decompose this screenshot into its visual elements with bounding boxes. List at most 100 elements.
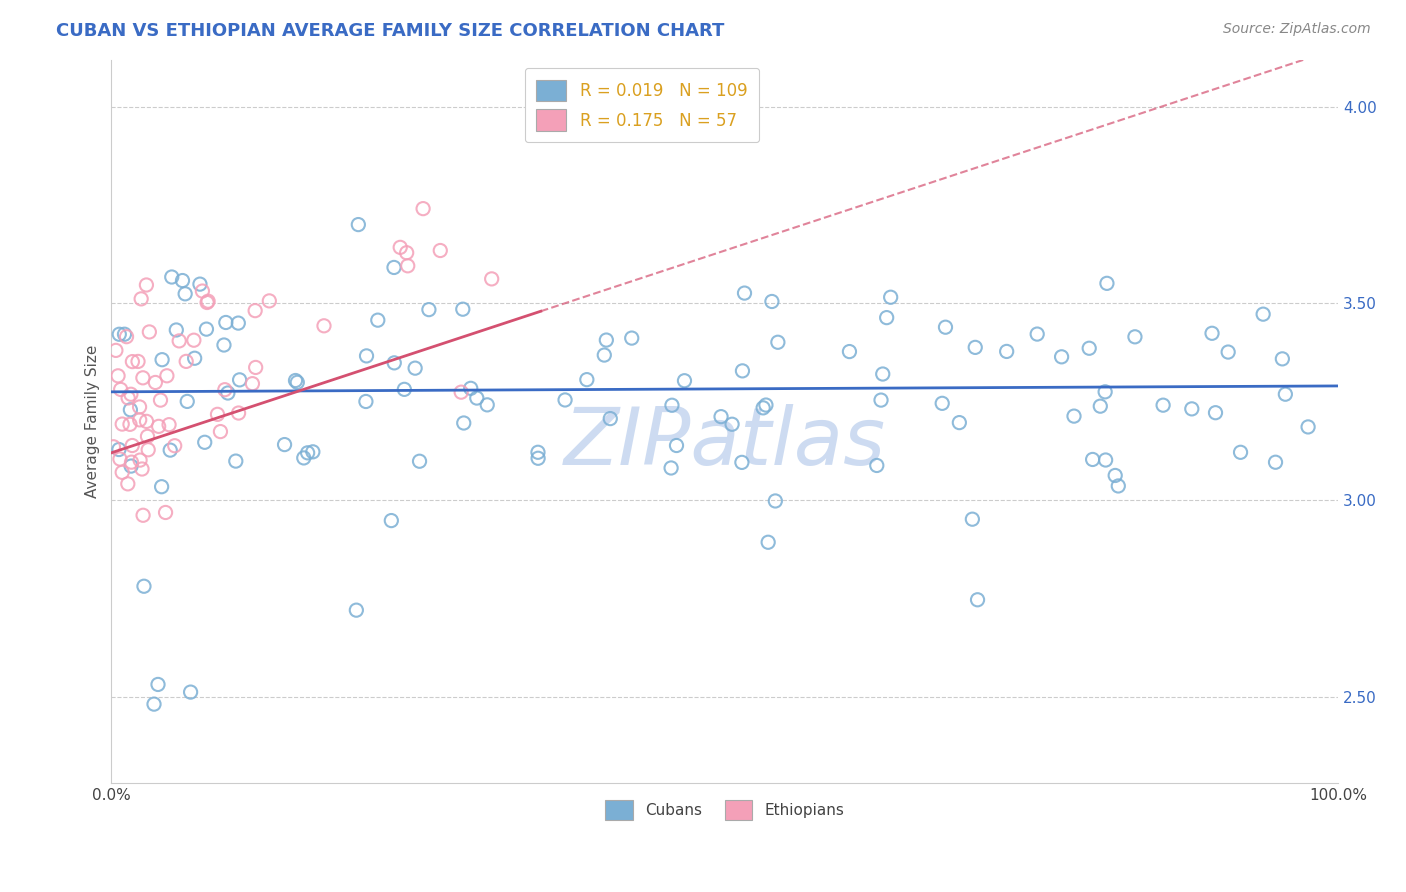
Point [395,245,418,260]
Point [183,351,205,366]
Point [215,316,238,330]
Point [465,391,488,405]
Point [180,685,202,699]
Point [159,443,181,458]
Point [1251,307,1274,321]
Point [1090,399,1112,413]
Point [114,327,136,342]
Point [665,438,688,452]
Point [174,354,197,368]
Point [242,376,264,391]
Point [195,295,218,310]
Point [1050,350,1073,364]
Point [120,402,142,417]
Point [554,392,576,407]
Point [243,303,266,318]
Point [527,445,550,459]
Point [354,394,377,409]
Point [302,445,325,459]
Point [966,592,988,607]
Point [453,416,475,430]
Point [120,387,142,401]
Point [273,437,295,451]
Point [195,322,218,336]
Point [347,218,370,232]
Point [172,274,194,288]
Point [121,354,143,368]
Text: ZIPatlas: ZIPatlas [564,404,886,482]
Point [191,284,214,298]
Point [527,451,550,466]
Point [962,512,984,526]
Point [135,277,157,292]
Point [408,454,430,468]
Point [1081,452,1104,467]
Point [146,677,169,691]
Point [481,272,503,286]
Point [659,461,682,475]
Point [160,270,183,285]
Point [155,506,177,520]
Point [149,393,172,408]
Point [710,409,733,424]
Point [157,417,180,432]
Point [312,318,335,333]
Point [1094,384,1116,399]
Point [120,459,142,474]
Point [132,508,155,523]
Point [673,374,696,388]
Point [761,294,783,309]
Text: CUBAN VS ETHIOPIAN AVERAGE FAMILY SIZE CORRELATION CHART: CUBAN VS ETHIOPIAN AVERAGE FAMILY SIZE C… [56,22,724,40]
Point [344,603,367,617]
Point [1296,420,1319,434]
Point [132,579,155,593]
Point [176,394,198,409]
Point [872,367,894,381]
Point [934,320,956,334]
Point [111,466,134,480]
Point [1063,409,1085,424]
Point [209,425,232,439]
Point [593,348,616,362]
Point [451,302,474,317]
Point [104,343,127,358]
Text: Source: ZipAtlas.com: Source: ZipAtlas.com [1223,22,1371,37]
Point [429,244,451,258]
Point [599,411,621,425]
Point [292,450,315,465]
Point [931,396,953,410]
Point [115,329,138,343]
Point [1107,479,1129,493]
Point [396,259,419,273]
Point [167,334,190,348]
Point [245,360,267,375]
Point [297,446,319,460]
Point [734,286,756,301]
Point [111,417,134,431]
Point [284,374,307,388]
Point [214,383,236,397]
Point [876,310,898,325]
Point [108,327,131,342]
Point [948,416,970,430]
Point [1201,326,1223,341]
Point [418,302,440,317]
Point [866,458,889,473]
Point [1229,445,1251,459]
Point [150,352,173,367]
Point [1271,351,1294,366]
Point [382,356,405,370]
Point [1104,468,1126,483]
Point [163,439,186,453]
Point [108,452,131,467]
Point [380,514,402,528]
Point [752,401,775,415]
Point [404,361,426,376]
Point [117,391,139,405]
Point [879,290,901,304]
Point [838,344,860,359]
Point [460,381,482,395]
Point [150,480,173,494]
Point [121,438,143,452]
Point [731,455,754,469]
